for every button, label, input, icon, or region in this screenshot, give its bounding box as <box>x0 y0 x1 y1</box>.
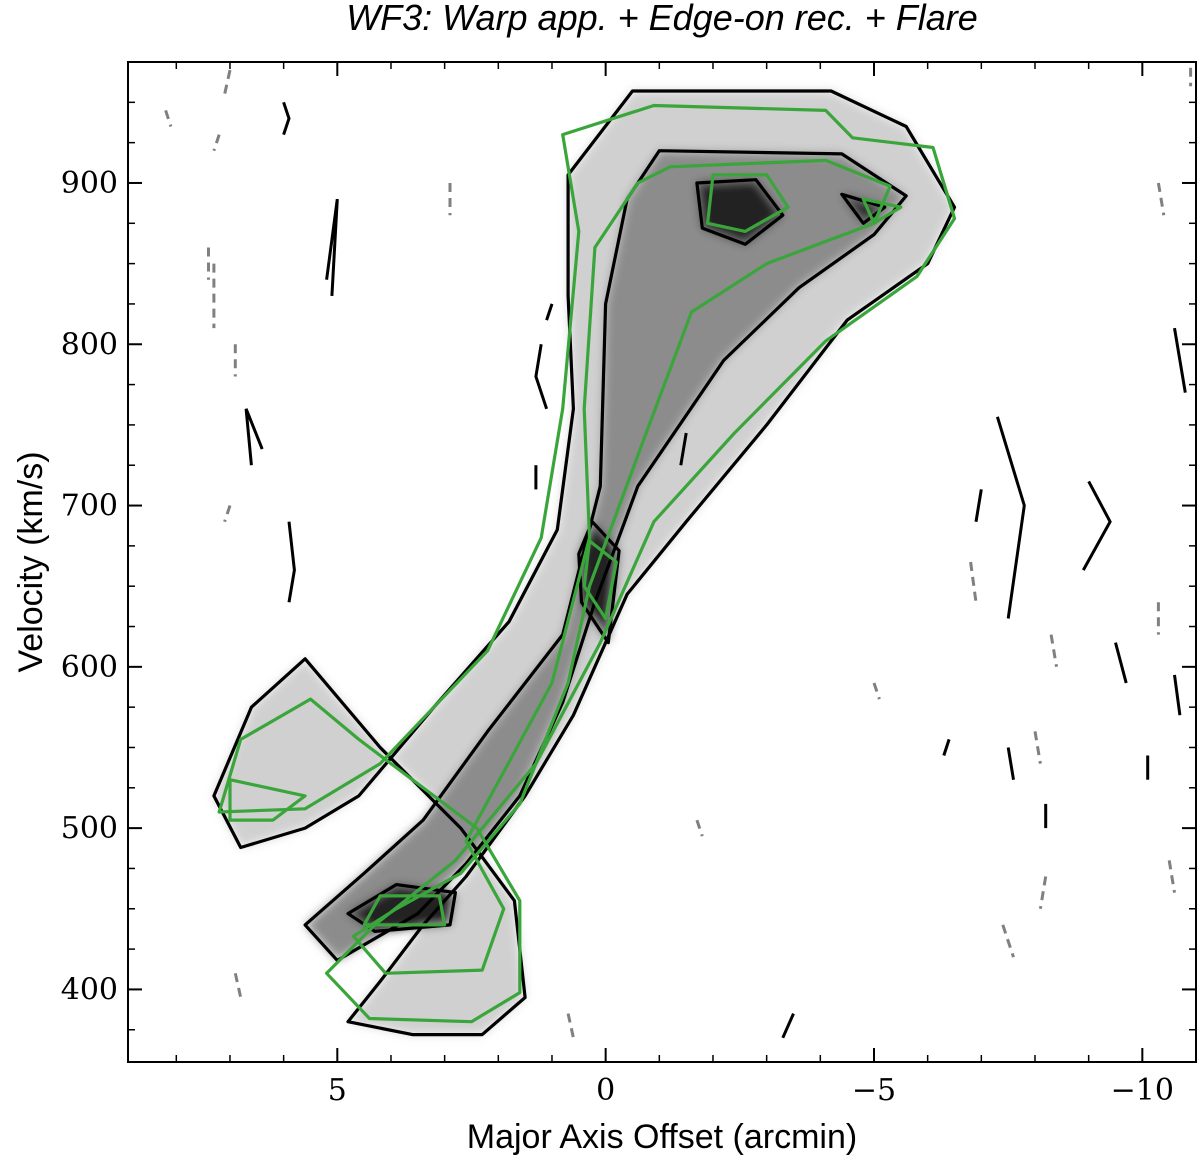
x-tick-label: 0 <box>596 1073 615 1108</box>
emission-peak <box>696 179 783 245</box>
y-tick-label: 800 <box>61 327 118 362</box>
plot-area <box>164 62 1193 1039</box>
noise-contour-positive <box>545 303 554 321</box>
noise-contour-positive <box>287 521 296 603</box>
x-tick-label: 5 <box>328 1073 347 1108</box>
noise-contour-negative <box>223 505 232 523</box>
noise-contour-negative <box>1049 634 1058 668</box>
noise-contour-negative <box>1001 924 1015 958</box>
chart-title: WF3: Warp app. + Edge-on rec. + Flare <box>346 0 978 38</box>
noise-contour-negative <box>566 1013 575 1039</box>
noise-contour-negative <box>1033 731 1042 764</box>
model-contour-peak <box>861 197 903 225</box>
model-contour-inner <box>351 158 892 975</box>
noise-contour-positive <box>1006 747 1015 780</box>
emission-peak <box>841 194 885 224</box>
y-tick-label: 700 <box>61 489 118 524</box>
noise-contour-negative <box>212 134 221 152</box>
y-tick-label: 900 <box>61 166 118 201</box>
noise-contour-negative <box>695 819 704 837</box>
noise-contour-positive <box>244 408 264 466</box>
noise-contour-positive <box>1114 642 1128 684</box>
y-tick-label: 400 <box>61 972 118 1007</box>
noise-contour-positive <box>995 416 1026 619</box>
noise-contour-positive <box>1173 327 1187 393</box>
noise-contour-negative <box>1167 860 1176 893</box>
data-contour-peak <box>346 882 457 934</box>
noise-contour-positive <box>1173 674 1182 716</box>
y-axis-label: Velocity (km/s) <box>12 451 50 672</box>
noise-contour-negative <box>223 69 232 95</box>
model-contour-peak <box>228 778 307 822</box>
noise-contour-negative <box>872 682 881 700</box>
noise-contour-negative <box>164 109 173 127</box>
model-contour-peak <box>705 173 790 233</box>
noise-contour-positive <box>1081 480 1112 571</box>
noise-contour-positive <box>679 432 688 466</box>
noise-contour-negative <box>969 561 978 603</box>
x-axis-label: Major Axis Offset (arcmin) <box>467 1118 857 1156</box>
noise-contour-positive <box>781 1012 795 1039</box>
noise-contour-positive <box>974 489 983 522</box>
model-contour-outer <box>217 103 957 1024</box>
noise-contour-negative <box>1038 876 1048 910</box>
x-tick-label: −5 <box>852 1073 896 1108</box>
model-contour-peak <box>582 539 619 621</box>
data-contour-peak <box>695 178 785 246</box>
y-tick-label: 500 <box>61 811 118 846</box>
data-contour-inner <box>303 149 908 963</box>
plot-frame <box>127 61 1197 1063</box>
data-contour-outer <box>212 89 957 1037</box>
model-contour-peak <box>362 894 447 927</box>
contour-layer <box>164 62 1193 1039</box>
noise-contour-positive <box>325 198 339 296</box>
noise-contour-positive <box>282 101 291 136</box>
y-tick-label: 600 <box>61 650 118 685</box>
noise-contour-negative <box>1156 182 1166 216</box>
data-contour-peak <box>577 520 621 645</box>
x-tick-label: −10 <box>1111 1073 1174 1108</box>
noise-contour-positive <box>534 344 549 410</box>
noise-contour-negative <box>233 972 243 998</box>
axis-ticks: 5 0 −5 −10 400 500 600 700 800 900 <box>61 62 1196 1108</box>
noise-contour-positive <box>942 738 951 756</box>
